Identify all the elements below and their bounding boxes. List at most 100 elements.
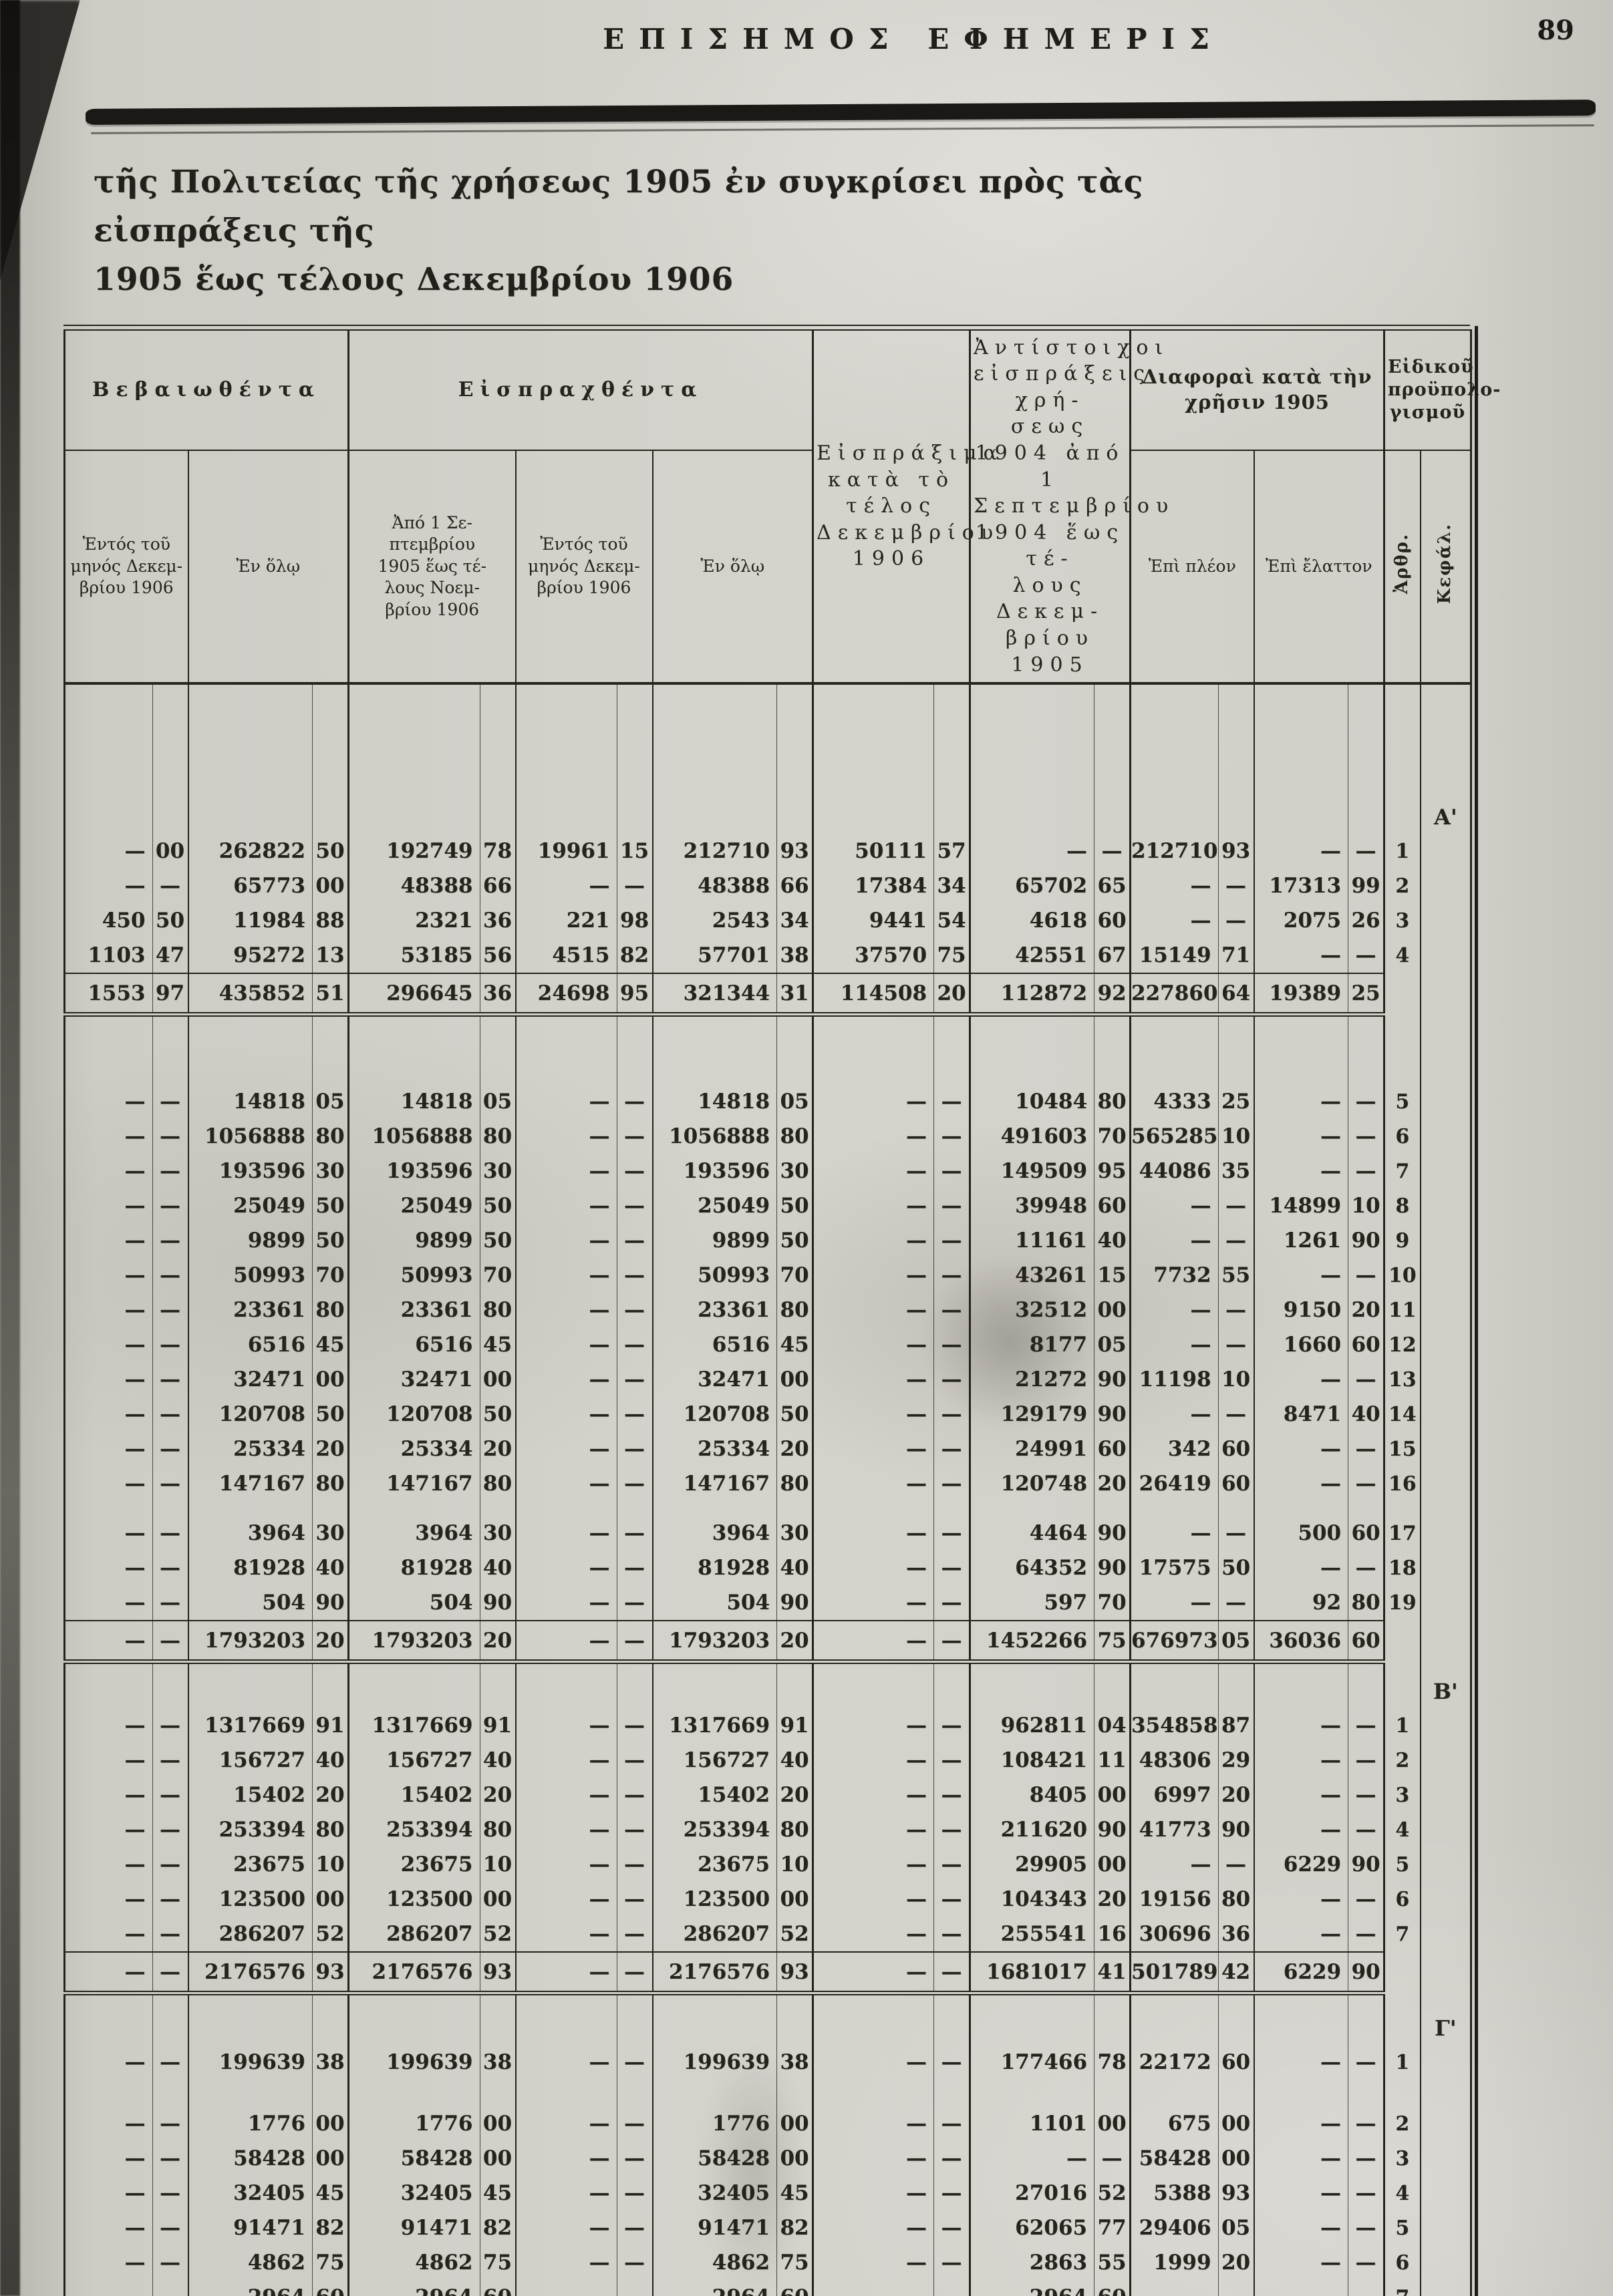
money-cell-content [814, 685, 969, 834]
masthead-row: ΕΠΙΣΗΜΟΣ ΕΦΗΜΕΡΙΣ 89 [0, 0, 1613, 87]
money-cell [652, 1993, 815, 2045]
page-number: 89 [1537, 15, 1574, 46]
money-cell: —— [515, 2245, 653, 2281]
amount-lepta: 20 [776, 1432, 812, 1467]
money-cell-content: 342 60 [1131, 1432, 1254, 1467]
amount-drachmas: 48306 [1139, 1748, 1211, 1773]
amount-lepta: — [933, 1119, 969, 1154]
amount-drachmas: — [65, 2285, 152, 2296]
money-cell-content: —— [65, 1258, 188, 1293]
money-cell-content: —— [1131, 1516, 1254, 1551]
amount-lepta [616, 685, 652, 834]
amount-drachmas: — [1320, 2146, 1342, 2171]
amount-drachmas: 193596 [386, 1159, 473, 1184]
money-cell-content: —— [517, 1119, 652, 1154]
amount-lepta: 00 [312, 1362, 347, 1398]
amount-lepta: 70 [1094, 1119, 1129, 1154]
money-cell: 6997 20 [1130, 1778, 1255, 1813]
money-cell: 64352 90 [970, 1550, 1132, 1586]
masthead-title: ΕΠΙΣΗΜΟΣ ΕΦΗΜΕΡΙΣ [603, 23, 1224, 55]
article-number-cell [1384, 1620, 1421, 1662]
amount-lepta: 29 [1217, 1743, 1254, 1778]
chapter-cell [1420, 1188, 1473, 1224]
amount-lepta [479, 1016, 515, 1085]
money-cell-content: 41773 90 [1131, 1812, 1254, 1848]
money-cell: 22172 60 [1130, 2045, 1255, 2080]
amount-drachmas: 29406 [1139, 2216, 1211, 2241]
money-cell [813, 2080, 972, 2107]
chapter-cell [1420, 1397, 1473, 1432]
money-cell: —— [515, 1516, 653, 1551]
table-row: — —50993 70 50993 70— —50993 70— —43261 15 7732 55… [63, 1258, 1473, 1293]
amount-drachmas: 296645 [386, 981, 473, 1005]
chapter-cell [1420, 1882, 1473, 1917]
money-cell: 120708 50 [348, 1397, 517, 1432]
money-cell-content: —— [517, 2176, 652, 2211]
amount-drachmas: 123500 [218, 1887, 305, 1912]
amount-lepta: 05 [1217, 1621, 1254, 1659]
money-cell: 25049 50 [652, 1188, 815, 1224]
money-cell: —— [813, 1084, 972, 1120]
amount-lepta: — [933, 2210, 969, 2246]
money-cell [348, 1661, 517, 1709]
money-cell-content: 23361 80 [189, 1293, 348, 1328]
money-cell-content: 57701 38 [653, 938, 813, 973]
amount-drachmas: 3964 [415, 1521, 473, 1546]
amount-lepta: 10 [776, 1847, 812, 1882]
money-cell: 253394 80 [652, 1812, 815, 1848]
amount-lepta [479, 1995, 515, 2045]
chapter-cell [1420, 2176, 1473, 2211]
table-row: — —147167 80 147167 80— —147167 80— —120748 20 26… [63, 1466, 1473, 1502]
amount-drachmas: — [1320, 1437, 1342, 1462]
money-cell [970, 683, 1132, 834]
money-cell: 19389 25 [1254, 973, 1386, 1017]
money-cell-content: —— [517, 1778, 652, 1813]
amount-drachmas: — [1320, 1263, 1342, 1288]
amount-lepta: 50 [776, 1223, 812, 1259]
amount-drachmas: — [906, 1959, 927, 1984]
amount-lepta: — [933, 1778, 969, 1813]
amount-drachmas: 4333 [1153, 1090, 1211, 1114]
amount-drachmas: — [1190, 1194, 1211, 1218]
amount-drachmas: — [124, 1521, 146, 1546]
amount-drachmas: — [589, 2251, 610, 2275]
chapter-cell [1420, 903, 1473, 939]
money-cell: 8177 05 [970, 1327, 1132, 1363]
amount-drachmas: 156727 [683, 1748, 770, 1773]
money-cell: 50993 70 [188, 1258, 349, 1293]
money-cell: 81928 40 [188, 1550, 349, 1586]
money-cell-content [1131, 1995, 1254, 2045]
amount-drachmas: 25334 [698, 1437, 770, 1462]
money-cell: 53185 56 [348, 938, 517, 973]
amount-lepta: — [616, 1154, 652, 1189]
chapter-cell: Γ' [1420, 1993, 1473, 2045]
amount-lepta: — [1217, 868, 1254, 904]
amount-drachmas: 37570 [855, 943, 927, 968]
amount-drachmas: — [589, 1402, 610, 1427]
amount-lepta: 05 [479, 1084, 515, 1120]
money-cell: —— [63, 2176, 189, 2211]
amount-lepta: 67 [1094, 938, 1129, 973]
amount-drachmas: 1317669 [204, 1713, 305, 1738]
money-cell-content: 39948 60 [971, 1188, 1129, 1224]
money-cell: —— [1254, 1466, 1386, 1502]
amount-drachmas: — [1320, 1887, 1342, 1912]
money-cell-content: —— [814, 1188, 969, 1224]
money-cell-content [653, 1995, 813, 2045]
amount-drachmas: — [124, 1628, 146, 1653]
money-cell-content: 50993 70 [189, 1258, 348, 1293]
amount-drachmas: 177466 [1000, 2050, 1088, 2075]
money-cell-content: 25334 20 [653, 1432, 813, 1467]
money-cell-content: 9899 50 [653, 1223, 813, 1259]
money-cell-content: —— [814, 2245, 969, 2281]
amount-lepta: 92 [1094, 974, 1129, 1012]
amount-drachmas: — [124, 1887, 146, 1912]
money-cell: 15402 20 [652, 1778, 815, 1813]
money-cell-content: 156727 40 [189, 1743, 348, 1778]
money-cell-content: —— [1255, 1154, 1384, 1189]
amount-lepta: 90 [776, 1585, 812, 1621]
article-number-cell: 4 [1384, 2176, 1421, 2211]
money-cell: 962811 04 [970, 1708, 1132, 1744]
money-cell-content: 32405 45 [189, 2176, 348, 2211]
amount-lepta: — [1217, 903, 1254, 939]
